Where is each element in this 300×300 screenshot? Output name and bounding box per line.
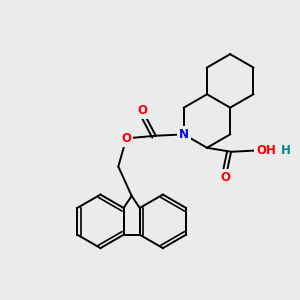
Text: O: O: [121, 132, 131, 145]
Text: H: H: [281, 144, 291, 157]
Text: OH: OH: [256, 144, 276, 157]
Text: O: O: [221, 171, 231, 184]
Text: O: O: [137, 104, 147, 117]
Text: N: N: [179, 128, 189, 141]
